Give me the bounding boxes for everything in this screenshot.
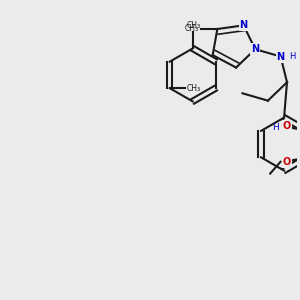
Text: H: H bbox=[272, 123, 279, 132]
Text: O: O bbox=[283, 122, 291, 131]
Text: H: H bbox=[289, 52, 295, 61]
Text: CH₃: CH₃ bbox=[185, 25, 199, 34]
Text: CH₃: CH₃ bbox=[186, 21, 200, 30]
Text: N: N bbox=[239, 20, 248, 30]
Text: O: O bbox=[283, 157, 291, 167]
Text: CH₃: CH₃ bbox=[187, 84, 201, 93]
Text: N: N bbox=[277, 52, 285, 61]
Text: N: N bbox=[251, 44, 259, 54]
